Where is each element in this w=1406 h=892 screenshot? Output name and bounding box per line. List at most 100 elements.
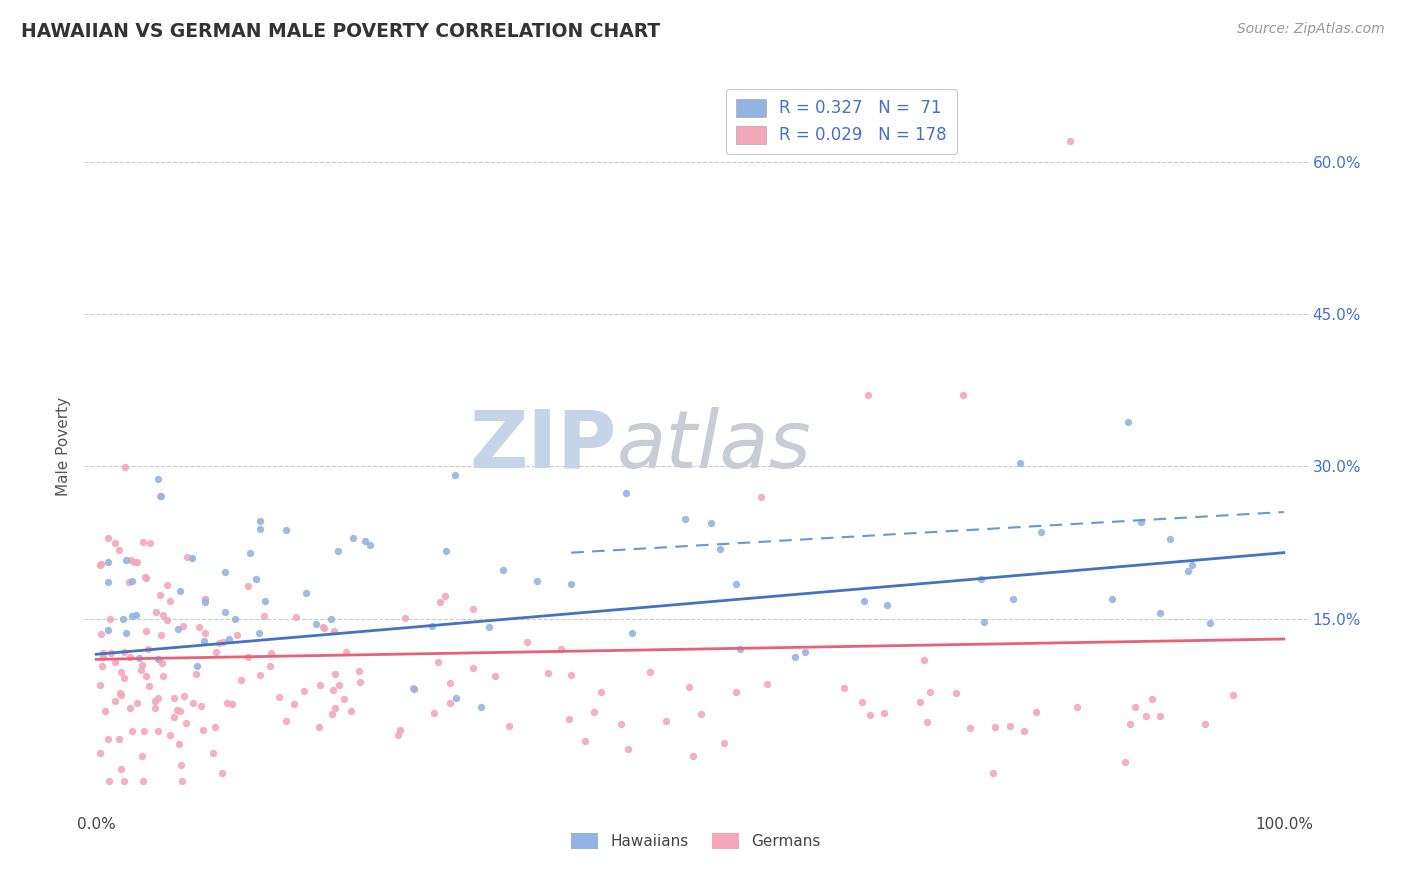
Point [783,650,806,665]
Point [1116,415,1139,429]
Point [444,690,467,705]
Point [434,589,457,603]
Point [526,574,548,588]
Point [1177,565,1199,579]
Point [498,718,520,732]
Point [856,388,879,402]
Point [115,626,138,640]
Point [259,658,281,673]
Point [728,642,751,657]
Point [214,605,236,619]
Point [135,669,157,683]
Point [152,608,174,623]
Point [558,712,581,726]
Point [110,689,132,703]
Point [204,721,226,735]
Point [132,535,155,549]
Point [560,668,582,682]
Point [118,574,141,589]
Point [267,690,290,704]
Point [311,619,333,633]
Point [285,609,308,624]
Point [1059,134,1081,148]
Point [359,537,381,551]
Point [134,723,156,738]
Point [127,555,149,569]
Point [97,774,120,789]
Point [970,572,993,586]
Point [945,686,967,700]
Point [998,719,1021,733]
Point [94,704,117,718]
Point [1002,592,1025,607]
Point [149,489,172,503]
Point [655,714,678,728]
Point [125,607,148,622]
Point [434,544,457,558]
Point [211,766,233,780]
Point [218,632,240,646]
Point [104,655,127,669]
Point [104,536,127,550]
Point [616,741,638,756]
Point [682,748,704,763]
Point [152,669,174,683]
Point [97,574,120,589]
Point [112,774,135,789]
Point [159,728,181,742]
Point [131,658,153,673]
Point [463,661,485,675]
Point [443,467,465,482]
Point [205,645,228,659]
Point [952,388,974,402]
Point [981,766,1004,780]
Point [176,715,198,730]
Point [713,736,735,750]
Point [181,696,204,710]
Point [470,700,492,714]
Point [328,678,350,692]
Point [163,690,186,705]
Point [247,625,270,640]
Text: atlas: atlas [616,407,811,485]
Point [484,668,506,682]
Point [614,486,637,500]
Point [621,626,644,640]
Point [560,576,582,591]
Point [156,613,179,627]
Point [170,758,193,772]
Point [319,612,342,626]
Point [121,553,143,567]
Point [132,774,155,789]
Point [138,679,160,693]
Point [308,678,330,692]
Point [112,671,135,685]
Point [159,594,181,608]
Point [134,569,156,583]
Point [118,701,141,715]
Text: ZIP: ZIP [470,407,616,485]
Point [181,550,204,565]
Point [146,651,169,665]
Point [163,709,186,723]
Point [90,658,112,673]
Point [90,627,112,641]
Point [439,696,461,710]
Point [249,522,271,536]
Point [1031,524,1053,539]
Point [217,696,239,710]
Point [1123,700,1146,714]
Point [1199,615,1222,630]
Point [103,694,125,708]
Point [1066,700,1088,714]
Point [794,645,817,659]
Point [342,531,364,545]
Point [678,681,700,695]
Point [166,623,188,637]
Point [128,651,150,665]
Point [112,645,135,659]
Point [150,628,173,642]
Point [249,668,271,682]
Point [111,612,134,626]
Point [166,703,188,717]
